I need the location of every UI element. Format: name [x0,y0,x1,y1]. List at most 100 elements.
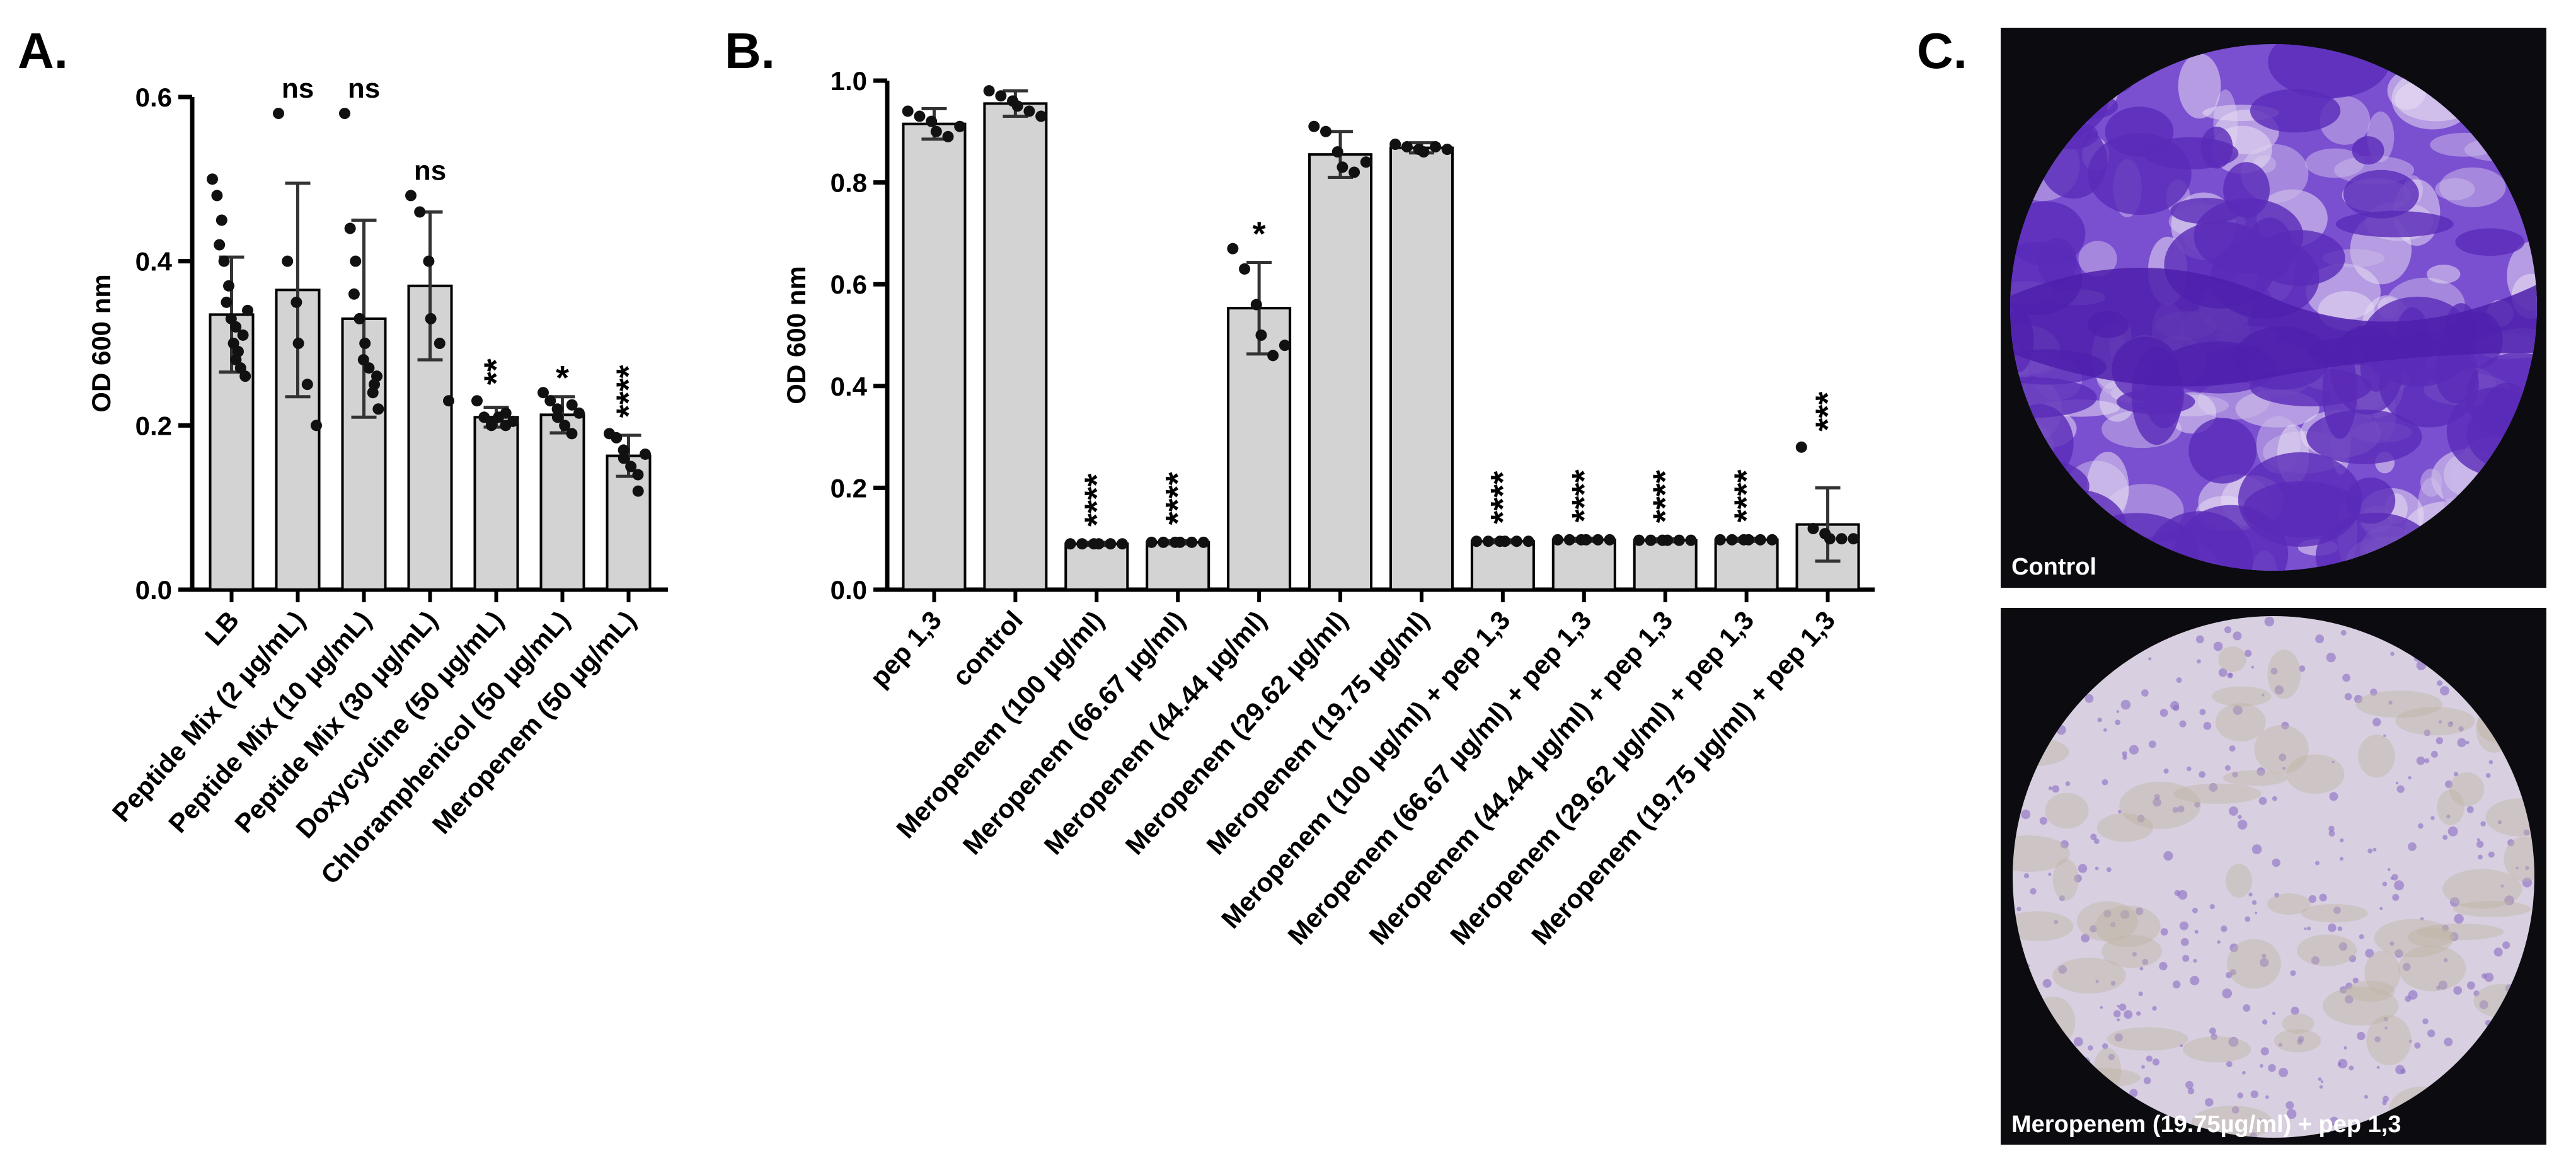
texture [2389,941,2395,946]
texture [2113,1010,2121,1018]
data-point [292,338,304,349]
texture [2178,53,2221,119]
texture [2257,767,2265,776]
texture [2319,1085,2323,1089]
texture [2291,1006,2299,1016]
texture [2250,1090,2258,1099]
texture [2446,815,2451,819]
bar [606,454,652,591]
texture [2343,169,2419,219]
texture [2254,724,2309,774]
texture [2497,820,2502,825]
texture [2262,1019,2268,1025]
texture [2507,839,2515,847]
data-point [1348,166,1360,178]
texture [2095,905,2161,947]
texture [2306,926,2311,930]
data-point [930,125,942,137]
panel-label: A. [18,23,68,79]
texture [2337,926,2343,931]
texture [2146,1055,2153,1062]
data-point [423,255,435,267]
data-point [551,411,563,423]
texture [2073,1037,2083,1047]
texture [2455,228,2525,256]
texture [2415,923,2504,941]
texture [2345,982,2353,990]
texture [2224,765,2231,771]
texture [2306,409,2422,464]
texture [2352,136,2384,165]
data-point [1011,100,1023,112]
data-point [207,173,218,185]
data-point [371,370,382,382]
error-bar [1815,486,1841,563]
texture [2382,881,2388,887]
data-point [443,395,454,407]
data-point [1064,538,1076,550]
texture [2408,775,2412,780]
y-tick-label: 0.2 [135,411,172,440]
texture [2427,265,2461,284]
texture [2344,693,2352,701]
texture [2333,907,2341,914]
texture [2478,854,2483,860]
texture [2142,959,2149,965]
data-point [230,321,242,333]
data-point [405,190,417,202]
data-point [611,432,623,443]
data-point [1250,299,1262,311]
data-point [311,420,322,432]
texture [2179,720,2187,728]
data-point [290,296,302,308]
texture [2504,836,2534,881]
data-point [914,110,926,122]
data-point [1499,535,1511,547]
bar [473,416,519,591]
texture [2374,1036,2381,1043]
texture [2395,1065,2405,1075]
data-point [1023,105,1035,117]
y-tick-label: 0.0 [135,575,172,605]
texture [2337,1062,2342,1067]
texture [2434,340,2478,404]
texture [2209,1027,2216,1035]
texture [2054,920,2059,925]
texture [2500,884,2504,888]
texture [2152,1005,2157,1011]
texture [2179,921,2188,930]
texture [2480,821,2486,827]
data-point [1035,110,1047,122]
texture [2290,970,2296,976]
texture [2023,873,2030,879]
data-point [1742,534,1754,546]
texture [2447,826,2458,837]
texture [2159,709,2168,717]
texture [2383,735,2386,738]
panel-label: B. [725,23,775,79]
significance: **** [1484,471,1522,524]
texture [2340,986,2348,994]
texture [2226,1061,2233,1068]
data-point [632,485,644,497]
texture [2228,1036,2239,1047]
data-point [242,304,253,316]
panel-label: C. [1917,23,1967,79]
data-point [425,312,437,324]
texture [2343,1046,2347,1050]
data-point [218,255,230,267]
data-point [225,312,237,324]
texture [2447,721,2454,728]
data-point [339,108,350,120]
image-caption: Meropenem (19.75µg/ml) + pep 1,3 [2011,1111,2401,1138]
data-point [1430,141,1442,153]
data-point [1418,146,1430,158]
texture [2258,796,2267,805]
data-point [1076,538,1088,550]
texture [2136,1011,2141,1016]
texture [2106,867,2112,873]
texture [2153,798,2161,807]
texture [2442,869,2522,909]
texture [2211,1033,2217,1041]
data-point [359,338,371,349]
